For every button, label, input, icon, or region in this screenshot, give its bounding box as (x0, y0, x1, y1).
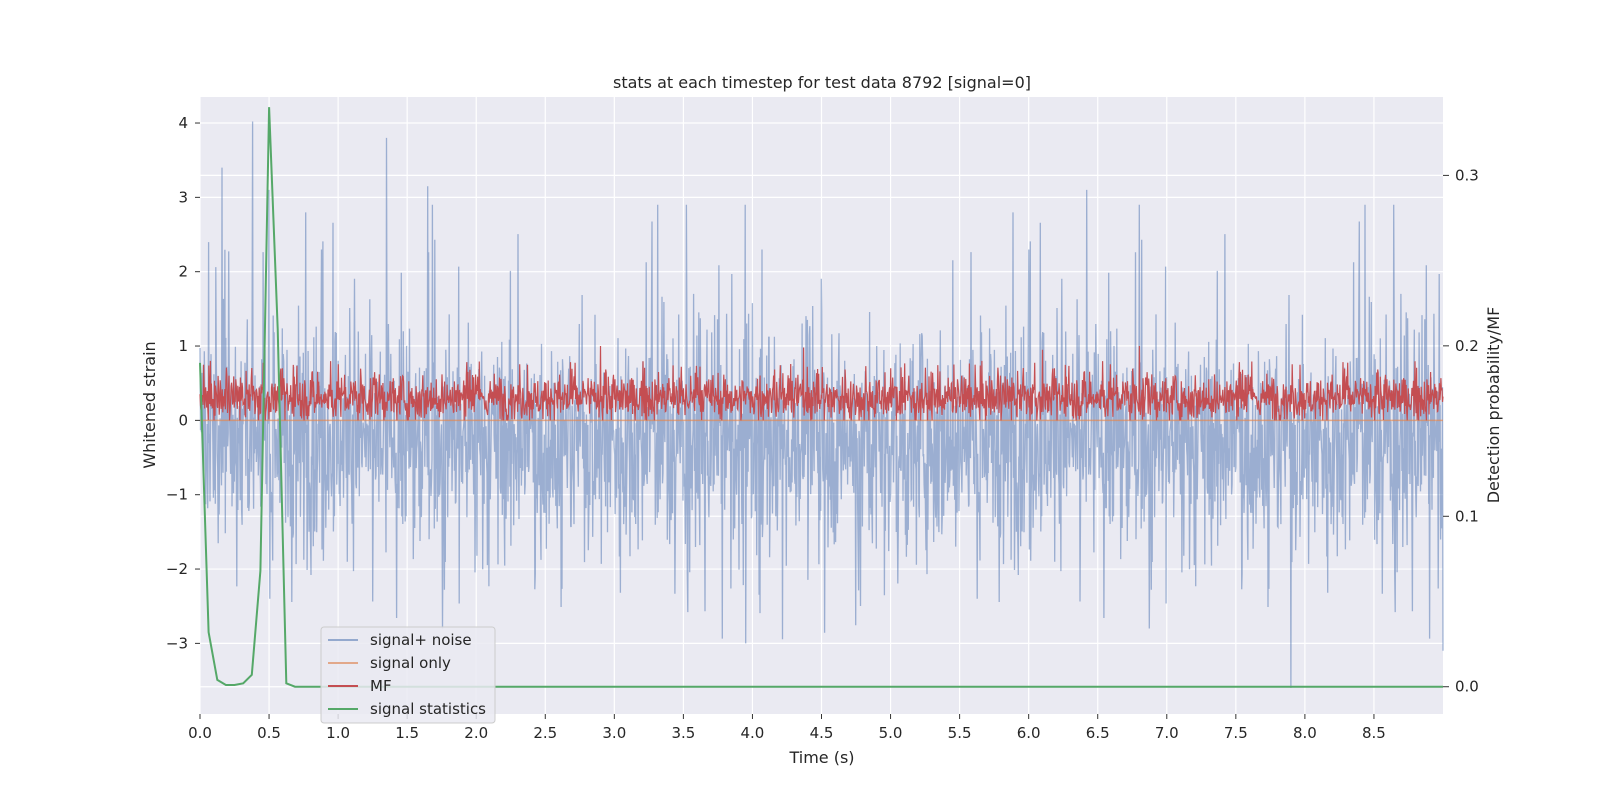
legend-label-signal-noise: signal+ noise (370, 631, 472, 649)
y-left-tick-label-0: −3 (166, 634, 188, 652)
line-signal-statistics (199, 107, 1443, 688)
line-signal-noise (199, 121, 1444, 689)
x-tick-label-13: 6.5 (1086, 724, 1110, 742)
y-left-tick-label-4: 1 (178, 337, 188, 355)
y-left-axis-ticks: −3 −2 −1 0 1 2 3 4 (166, 114, 200, 652)
x-tick-label-4: 2.0 (464, 724, 488, 742)
legend-label-signal-only: signal only (370, 654, 451, 672)
series-signal-noise (199, 121, 1444, 689)
y-left-tick-label-7: 4 (178, 114, 188, 132)
x-tick-label-15: 7.5 (1224, 724, 1248, 742)
legend: signal+ noise signal only MF signal stat… (320, 626, 496, 724)
y-left-tick-label-2: −1 (166, 486, 188, 504)
y-left-axis-label: Whitened strain (140, 341, 159, 468)
y-right-tick-label-3: 0.3 (1455, 166, 1479, 184)
x-tick-label-16: 8.0 (1293, 724, 1317, 742)
legend-label-signal-statistics: signal statistics (370, 700, 486, 718)
y-right-tick-label-0: 0.0 (1455, 678, 1479, 696)
y-left-tick-label-3: 0 (178, 411, 188, 429)
y-left-tick-label-1: −2 (166, 560, 188, 578)
line-mf (199, 345, 1444, 421)
legend-label-mf: MF (370, 677, 392, 695)
x-tick-label-9: 4.5 (810, 724, 834, 742)
y-right-tick-label-1: 0.1 (1455, 507, 1479, 525)
x-axis-label: Time (s) (788, 748, 854, 767)
series-signal-statistics (199, 107, 1443, 688)
x-tick-label-10: 5.0 (879, 724, 903, 742)
x-tick-label-6: 3.0 (602, 724, 626, 742)
x-tick-label-14: 7.0 (1155, 724, 1179, 742)
series-mf (199, 345, 1444, 421)
x-tick-label-11: 5.5 (948, 724, 972, 742)
chart-title: stats at each timestep for test data 879… (613, 73, 1031, 92)
y-right-axis-label: Detection probability/MF (1484, 307, 1503, 504)
x-tick-label-5: 2.5 (533, 724, 557, 742)
x-tick-label-3: 1.5 (395, 724, 419, 742)
x-axis-ticks: 0.0 0.5 1.0 1.5 2.0 2.5 3.0 3.5 4.0 4.5 5.0 5.5 6.0 6… (188, 714, 1386, 742)
x-tick-label-8: 4.0 (741, 724, 765, 742)
legend-box (320, 626, 496, 724)
y-right-tick-label-2: 0.2 (1455, 337, 1479, 355)
x-tick-label-0: 0.0 (188, 724, 212, 742)
y-left-tick-label-6: 3 (178, 188, 188, 206)
y-right-axis-ticks: 0.0 0.1 0.2 0.3 (1443, 166, 1479, 696)
x-tick-label-12: 6.0 (1017, 724, 1041, 742)
x-tick-label-1: 0.5 (257, 724, 281, 742)
x-tick-label-2: 1.0 (326, 724, 350, 742)
x-tick-label-7: 3.5 (671, 724, 695, 742)
x-tick-label-17: 8.5 (1362, 724, 1386, 742)
y-left-tick-label-5: 2 (178, 263, 188, 281)
